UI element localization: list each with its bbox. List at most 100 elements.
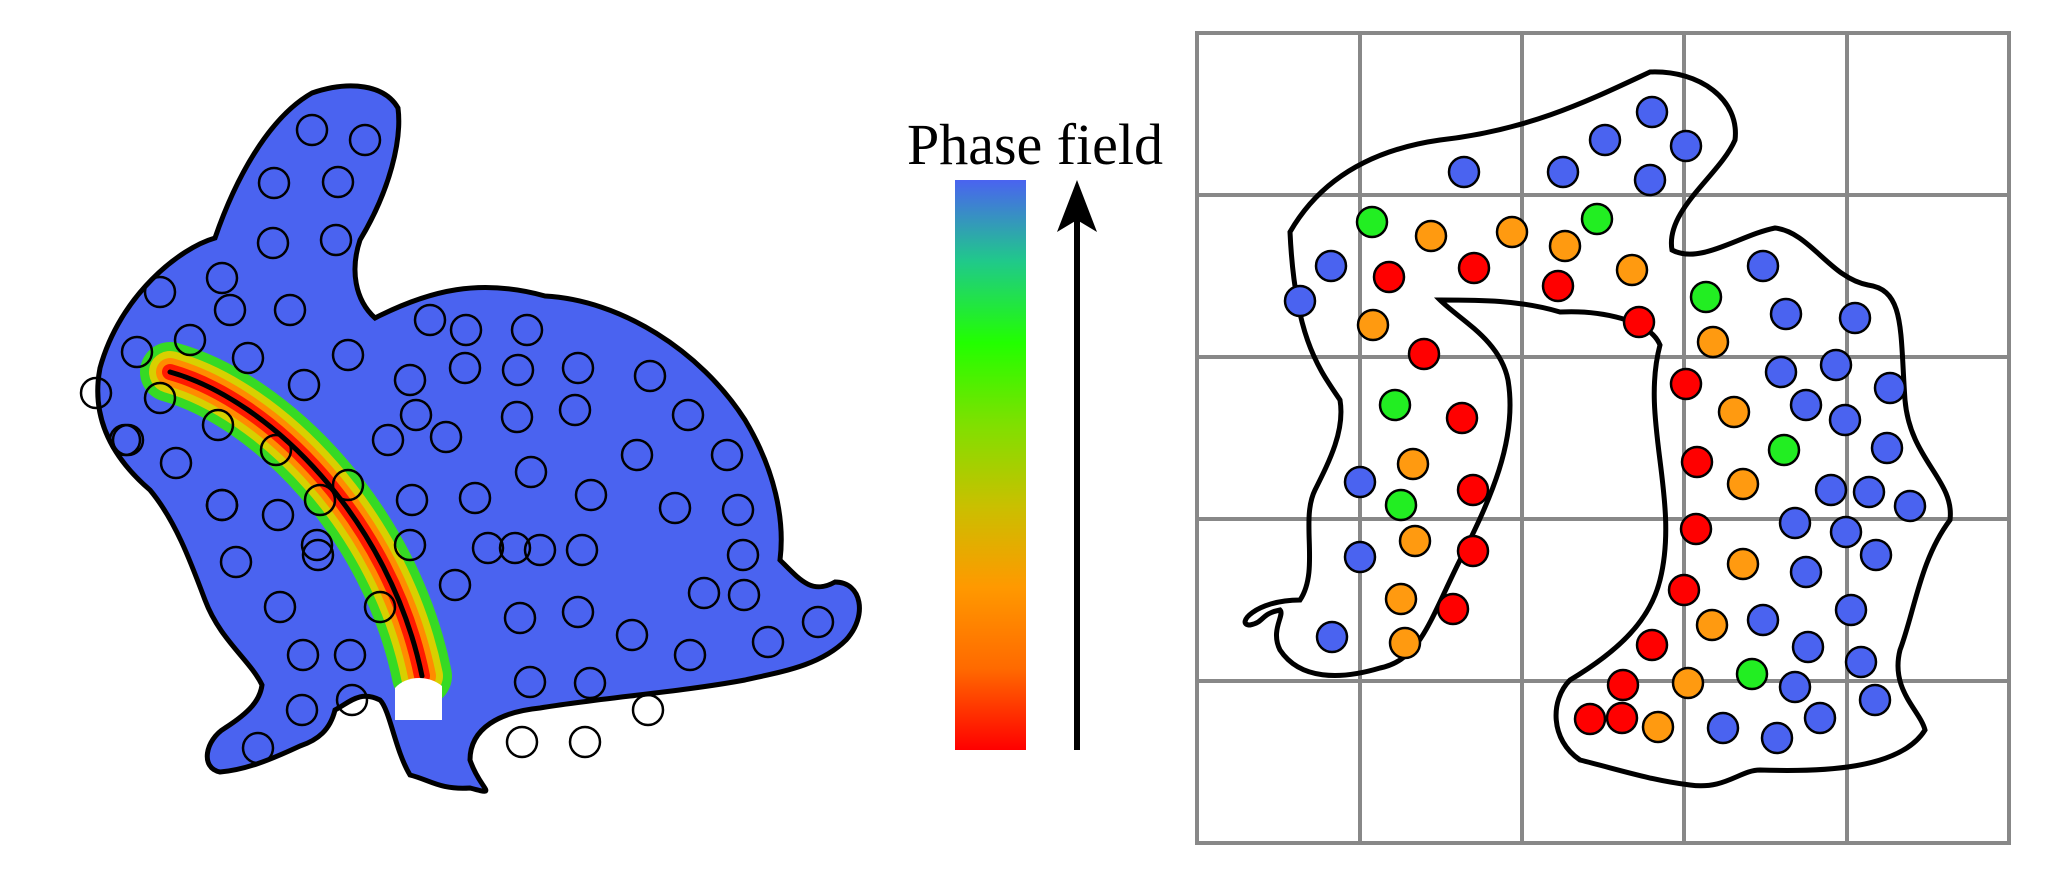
bunny-particle [687,576,721,610]
bunny-panel [79,83,862,794]
bunny-particle [285,693,319,727]
material-point [1671,666,1705,700]
material-point [1635,95,1669,129]
bunny-particle [751,625,785,659]
bunny-particle [503,601,537,635]
bunny-particle [399,398,433,432]
material-point [1819,348,1853,382]
bunny-particle [201,408,235,442]
material-point [1828,403,1862,437]
crack-line [167,369,425,679]
material-point [1414,219,1448,253]
material-point [1283,284,1317,318]
material-point [1726,467,1760,501]
material-point [1834,593,1868,627]
bunny-particle [710,438,744,472]
bunny-particle [498,531,532,565]
bunny-particle [448,351,482,385]
bunny-particle [219,545,253,579]
material-point [1735,657,1769,691]
crack-phase-field-band [140,342,452,706]
bunny-particle [173,323,207,357]
material-point [1789,388,1823,422]
material-point [1456,534,1490,568]
bunny-particle [561,595,595,629]
material-point [1588,123,1622,157]
material-point [1356,308,1390,342]
bunny-particle [303,483,337,517]
material-point [1436,592,1470,626]
bunny-particle [257,166,291,200]
material-point [1859,538,1893,572]
bunny-particle [413,303,447,337]
bunny-particle [438,568,472,602]
material-point [1457,251,1491,285]
material-point [1398,524,1432,558]
bunny-particle [231,341,265,375]
bunny-body [97,85,860,792]
material-point [1696,325,1730,359]
colorbar [955,180,1026,750]
material-point [1778,506,1812,540]
crack-notch [395,677,442,720]
grid-panel [1195,31,2011,845]
material-point [1447,155,1481,189]
bunny-particle [458,481,492,515]
bunny-particle [286,638,320,672]
material-point [1746,249,1780,283]
material-point [1378,388,1412,422]
bunny-particle [510,313,544,347]
bunny-particle [159,446,193,480]
material-point [1314,249,1348,283]
colorbar-panel: Phase field [907,112,1163,750]
material-point [1778,670,1812,704]
material-point [1791,630,1825,664]
bunny-particle [631,693,665,727]
bunny-particle [120,335,154,369]
bunny-particle [273,293,307,327]
material-point [1680,445,1714,479]
material-point [1445,401,1479,435]
material-point [1695,608,1729,642]
material-point [1893,489,1927,523]
material-point [1495,215,1529,249]
material-point [1746,603,1780,637]
bunny-particle [633,359,667,393]
bunny-particle [449,313,483,347]
bunny-particle [726,538,760,572]
bunny-particle [331,338,365,372]
material-point [1343,540,1377,574]
material-points [1283,95,1927,755]
bunny-particle [523,533,557,567]
bunny-particle [331,468,365,502]
bunny-particle [259,433,293,467]
material-point [1546,155,1580,189]
bunny-particle [620,438,654,472]
material-point [1641,710,1675,744]
material-point [1689,280,1723,314]
colorbar-title: Phase field [907,112,1163,177]
material-point [1384,582,1418,616]
bunny-particle [558,393,592,427]
bunny-outline [95,83,862,794]
material-point [1622,305,1656,339]
bunny-particle [514,455,548,489]
material-point [1615,253,1649,287]
material-point [1838,301,1872,335]
bunny-particle [363,590,397,624]
material-point [1726,547,1760,581]
material-point [1372,260,1406,294]
bunny-particle [301,538,335,572]
bunny-particle [801,605,835,639]
material-point [1844,645,1878,679]
bunny-particle [295,113,329,147]
bunny-particle [261,498,295,532]
material-point [1767,433,1801,467]
bunny-particle [393,363,427,397]
material-point [1456,473,1490,507]
bunny-particle [111,423,145,457]
material-point [1315,620,1349,654]
bunny-particle [300,528,334,562]
material-point [1873,371,1907,405]
